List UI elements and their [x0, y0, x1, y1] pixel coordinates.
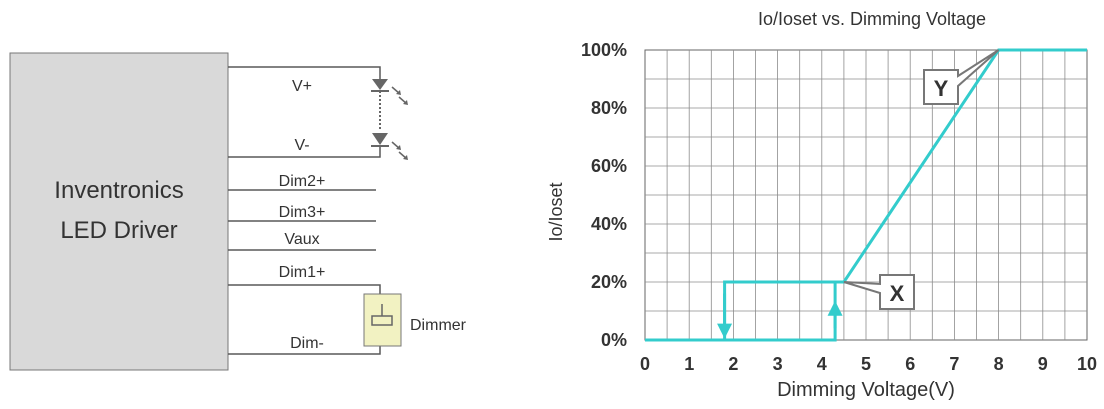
terminal-dim2: Dim2+: [279, 173, 326, 190]
y-tick-label: 0%: [601, 330, 627, 350]
series-line-rising: [645, 48, 1087, 342]
x-tick-label: 5: [861, 354, 871, 374]
x-tick-label: 2: [728, 354, 738, 374]
chart-xlabel: Dimming Voltage(V): [777, 379, 955, 401]
terminal-dim3: Dim3+: [279, 204, 326, 221]
dimmer-box: [363, 293, 402, 347]
callout-box: [923, 49, 1000, 105]
chart-series: [645, 48, 1087, 342]
terminal-vaux: Vaux: [284, 231, 319, 248]
x-tick-label: 6: [905, 354, 915, 374]
x-tick-label: 9: [1038, 354, 1048, 374]
wire-dim-minus: [228, 346, 381, 355]
y-tick-label: 40%: [591, 214, 627, 234]
driver-label-line1: Inventronics: [54, 177, 183, 204]
chart-grid: [644, 49, 1088, 341]
y-tick-label: 100%: [581, 40, 627, 60]
callout-box: [843, 274, 915, 310]
y-tick-label: 20%: [591, 272, 627, 292]
driver-label-line2: LED Driver: [60, 217, 177, 244]
x-tick-label: 8: [994, 354, 1004, 374]
y-tick-label: 80%: [591, 98, 627, 118]
x-tick-label: 3: [773, 354, 783, 374]
chart-title: Io/Ioset vs. Dimming Voltage: [758, 9, 986, 29]
led-driver-box: [9, 52, 229, 371]
terminal-dim1: Dim1+: [279, 264, 326, 281]
x-tick-label: 4: [817, 354, 827, 374]
dimming-chart: Io/Ioset vs. Dimming Voltage 0 1 2 3 4 5 6 7 8 9 1…: [546, 9, 1097, 401]
callout-label: X: [890, 281, 905, 306]
x-tick-label: 0: [640, 354, 650, 374]
wire-v-minus: [228, 147, 381, 158]
wire-dim1: [228, 284, 381, 294]
chart-annotations: XY: [843, 49, 1000, 310]
x-tick-label: 1: [684, 354, 694, 374]
wire-v-plus: [228, 66, 381, 79]
led-icon: [371, 133, 408, 160]
chart-ticks: 0 1 2 3 4 5 6 7 8 9 100%20%40%60%80%100%: [581, 40, 1097, 374]
callout-x: X: [843, 274, 915, 310]
chart-ylabel: Io/Ioset: [546, 182, 566, 241]
led-icon: [371, 79, 408, 105]
dimmer-icon: [371, 304, 393, 326]
terminal-v-minus: V-: [294, 137, 309, 154]
y-tick-label: 60%: [591, 156, 627, 176]
terminal-dim-minus: Dim-: [290, 335, 324, 352]
circuit-diagram: Inventronics LED Driver V+ V- Dim2+: [9, 52, 467, 371]
callout-y: Y: [923, 49, 1000, 105]
callout-label: Y: [934, 76, 949, 101]
x-tick-label: 10: [1077, 354, 1097, 374]
dimmer-label: Dimmer: [410, 317, 467, 334]
terminal-v-plus: V+: [292, 78, 312, 95]
x-tick-label: 7: [949, 354, 959, 374]
